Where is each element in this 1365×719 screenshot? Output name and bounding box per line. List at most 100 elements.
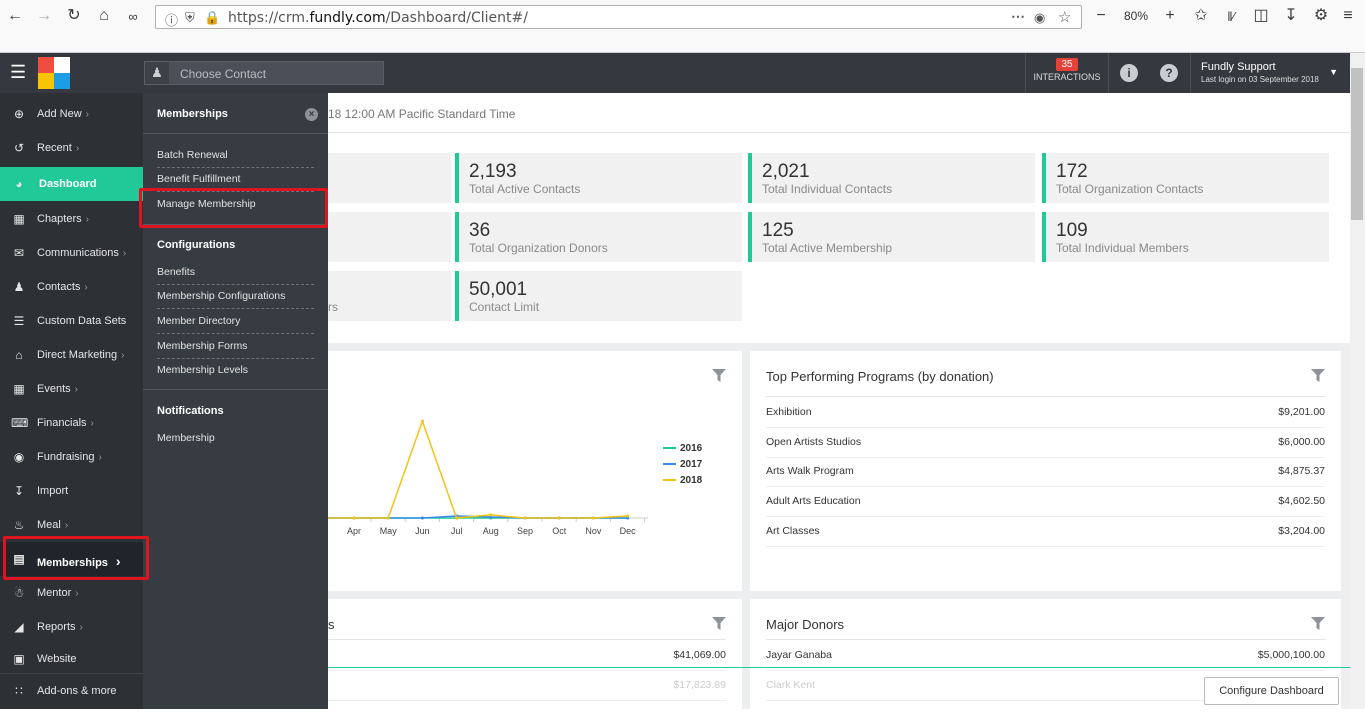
sidebar-item-add-ons-more[interactable]: ∷ Add-ons & more bbox=[0, 673, 143, 713]
help-icon[interactable]: ? bbox=[1160, 64, 1178, 82]
interactions-button[interactable]: 35 INTERACTIONS bbox=[1025, 53, 1109, 93]
configure-dashboard-button[interactable]: Configure Dashboard bbox=[1204, 677, 1339, 705]
line-chart: Apr May Jun Jul Aug Sep Oct Nov Dec 2016 2017 2018 bbox=[328, 418, 703, 536]
mask-icon[interactable]: ∞ bbox=[128, 8, 138, 24]
table-row[interactable]: Exhibition $9,201.00 bbox=[766, 398, 1325, 428]
sidebar-item-dashboard[interactable]: ◕ Dashboard bbox=[0, 167, 143, 201]
zoom-level[interactable]: 80% bbox=[1124, 9, 1149, 23]
table-row[interactable]: Clark Kent bbox=[766, 671, 1325, 701]
stat-card-partial bbox=[328, 153, 451, 203]
sidebar-item-communications[interactable]: ✉ Communications › bbox=[0, 236, 143, 270]
flyout-link-benefits[interactable]: Benefits bbox=[157, 266, 314, 285]
sidebar-item-events[interactable]: ▦ Events › bbox=[0, 372, 143, 406]
filter-icon[interactable] bbox=[1311, 369, 1325, 383]
more-icon[interactable]: ⋯ bbox=[1011, 8, 1025, 24]
stat-label: Total Individual Members bbox=[1056, 241, 1189, 255]
x-tick-label: May bbox=[380, 526, 398, 536]
monitor-icon: ▣ bbox=[13, 652, 25, 666]
filter-icon[interactable] bbox=[1311, 617, 1325, 631]
x-tick-label: Aug bbox=[483, 526, 499, 536]
filter-icon[interactable] bbox=[712, 369, 726, 383]
legend-label: 2018 bbox=[680, 475, 703, 486]
sidebar-item-memberships[interactable]: ▤ Memberships › bbox=[0, 542, 143, 576]
scrollbar-thumb[interactable] bbox=[1351, 68, 1363, 220]
bank-icon: ⌂ bbox=[15, 348, 23, 362]
zoom-out-icon[interactable]: − bbox=[1096, 7, 1106, 24]
sidebar-item-website[interactable]: ▣ Website bbox=[0, 642, 143, 676]
stat-value: 50,001 bbox=[469, 279, 528, 300]
sidebar-item-direct-marketing[interactable]: ⌂ Direct Marketing › bbox=[0, 338, 143, 372]
data-point[interactable] bbox=[523, 516, 527, 520]
dashboard-main: 18 12:00 AM Pacific Standard Time 2,193 … bbox=[328, 93, 1350, 719]
table-row[interactable]: Arts Walk Program $4,875.37 bbox=[766, 457, 1325, 487]
flyout-link-membership-forms[interactable]: Membership Forms bbox=[157, 340, 314, 359]
table-row[interactable]: Open Artists Studios $6,000.00 bbox=[766, 428, 1325, 458]
forward-icon[interactable]: → bbox=[36, 7, 52, 24]
bookmark-star-icon[interactable]: ✩ bbox=[1194, 7, 1208, 24]
download-icon[interactable]: ↧ bbox=[1284, 7, 1298, 24]
pocket-icon[interactable]: ◉ bbox=[1034, 10, 1046, 25]
sidebar-item-financials[interactable]: ⌨ Financials › bbox=[0, 406, 143, 440]
user-menu[interactable]: Fundly Support Last login on 03 Septembe… bbox=[1190, 53, 1350, 93]
sidebar-item-custom-data-sets[interactable]: ☰ Custom Data Sets bbox=[0, 304, 143, 338]
sidebar-item-reports[interactable]: ◢ Reports › bbox=[0, 610, 143, 644]
filter-icon[interactable] bbox=[712, 617, 726, 631]
flyout-link-manage-membership[interactable]: Manage Membership bbox=[157, 198, 256, 210]
flyout-link-batch-renewal[interactable]: Batch Renewal bbox=[157, 149, 314, 168]
sidebar-item-recent[interactable]: ↺ Recent › bbox=[0, 131, 143, 165]
flyout-link-membership-levels[interactable]: Membership Levels bbox=[157, 364, 249, 376]
menu-icon[interactable]: ≡ bbox=[1343, 7, 1353, 24]
flyout-link-benefit-fulfillment[interactable]: Benefit Fulfillment bbox=[157, 173, 314, 192]
library-icon[interactable]: ‖⁄ bbox=[1227, 8, 1235, 24]
legend-label: 2016 bbox=[680, 443, 703, 454]
hamburger-icon[interactable]: ☰ bbox=[10, 62, 27, 82]
star-icon[interactable]: ☆ bbox=[1058, 9, 1072, 26]
back-icon[interactable]: ← bbox=[7, 7, 23, 24]
address-bar[interactable]: ⓘ ⛨ 🔒 https://crm.fundly.com/Dashboard/C… bbox=[155, 5, 1082, 29]
x-tick-label: Jul bbox=[451, 526, 463, 536]
reload-icon[interactable]: ↻ bbox=[67, 7, 81, 24]
flyout-link-membership[interactable]: Membership bbox=[157, 432, 215, 444]
data-point[interactable] bbox=[455, 516, 459, 520]
data-point[interactable] bbox=[591, 516, 595, 520]
sidebar-icon[interactable]: ◫ bbox=[1253, 7, 1269, 24]
data-point[interactable] bbox=[386, 516, 390, 520]
bottom-left-card: s $41,069.00 $17,823.89 bbox=[328, 599, 742, 719]
table-row[interactable]: Adult Arts Education $4,602.50 bbox=[766, 487, 1325, 517]
shield-icon[interactable]: ⛨ bbox=[185, 10, 195, 25]
table-row[interactable]: Art Classes $3,204.00 bbox=[766, 517, 1325, 547]
sidebar-item-import[interactable]: ↧ Import bbox=[0, 474, 143, 508]
table-row[interactable]: $41,069.00 bbox=[328, 641, 726, 671]
logo[interactable] bbox=[38, 57, 70, 89]
data-point[interactable] bbox=[420, 419, 424, 423]
series-line-2018[interactable] bbox=[328, 418, 628, 519]
memberships-flyout: Memberships × Batch Renewal Benefit Fulf… bbox=[143, 93, 328, 709]
info-circle-icon[interactable]: i bbox=[1120, 64, 1138, 82]
sidebar-item-label: Fundraising › bbox=[37, 451, 102, 463]
data-point[interactable] bbox=[489, 513, 493, 517]
table-row[interactable]: Jayar Ganaba $5,000,100.00 bbox=[766, 641, 1325, 671]
sidebar-item-chapters[interactable]: ▦ Chapters › bbox=[0, 202, 143, 236]
flyout-link-member-directory[interactable]: Member Directory bbox=[157, 315, 314, 334]
gear-icon[interactable]: ⚙ bbox=[1313, 7, 1329, 24]
lock-icon: 🔒 bbox=[204, 10, 221, 25]
sidebar-item-mentor[interactable]: ☃ Mentor › bbox=[0, 576, 143, 610]
sidebar-item-contacts[interactable]: ♟ Contacts › bbox=[0, 270, 143, 304]
home-icon[interactable]: ⌂ bbox=[99, 7, 109, 24]
choose-contact-field[interactable]: ♟ Choose Contact bbox=[144, 61, 384, 85]
flyout-link-membership-configurations[interactable]: Membership Configurations bbox=[157, 290, 314, 309]
close-icon[interactable]: × bbox=[305, 108, 318, 121]
info-icon[interactable]: ⓘ bbox=[165, 13, 179, 28]
sidebar-item-fundraising[interactable]: ◉ Fundraising › bbox=[0, 440, 143, 474]
data-point[interactable] bbox=[626, 514, 630, 518]
zoom-in-icon[interactable]: + bbox=[1165, 7, 1175, 24]
chevron-right-icon: › bbox=[115, 553, 121, 569]
sidebar-item-meal[interactable]: ♨ Meal › bbox=[0, 508, 143, 542]
data-point[interactable] bbox=[557, 516, 561, 520]
data-point[interactable] bbox=[352, 516, 356, 520]
sidebar-item-add-new[interactable]: ⊕ Add New › bbox=[0, 97, 143, 131]
table-row[interactable]: $17,823.89 bbox=[328, 671, 726, 701]
data-point[interactable] bbox=[420, 516, 424, 520]
stat-label: Total Organization Contacts bbox=[1056, 182, 1204, 196]
cutlery-icon: ♨ bbox=[13, 518, 25, 532]
